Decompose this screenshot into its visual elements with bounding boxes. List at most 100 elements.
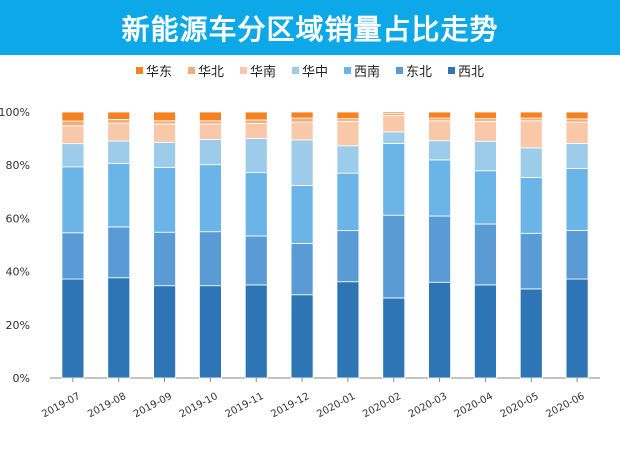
bar-segment-华北 — [244, 119, 268, 124]
bar-segment-西北 — [428, 281, 451, 379]
bar-segment-华中 — [199, 138, 222, 166]
bar-segment-华中 — [336, 145, 360, 174]
bar-segment-西北 — [474, 284, 497, 379]
bar-segment-华南 — [565, 121, 589, 144]
bar-segment-东北 — [61, 232, 85, 280]
bar-segment-东北 — [474, 223, 497, 286]
bar-segment-华南 — [382, 115, 406, 133]
bar-segment-东北 — [382, 214, 406, 299]
bar-segment-东北 — [153, 231, 176, 287]
x-tick-label: 2019-10 — [178, 391, 220, 420]
bar-segment-东北 — [428, 215, 451, 283]
x-tick-label: 2019-11 — [224, 391, 266, 420]
legend-item: 西北 — [448, 61, 484, 80]
legend-swatch — [448, 67, 456, 74]
legend-swatch — [396, 67, 404, 74]
bar-segment-西南 — [199, 164, 222, 233]
bar-segment-华北 — [61, 120, 85, 127]
bar-segment-华东 — [336, 111, 360, 120]
bar-segment-华中 — [244, 138, 268, 174]
bar-segment-东北 — [336, 230, 360, 283]
bar-segment-东北 — [519, 232, 543, 290]
legend-label: 华南 — [249, 65, 276, 80]
bar-segment-西北 — [290, 294, 314, 379]
bar-segment-华南 — [244, 123, 268, 140]
bar-segment-西南 — [382, 142, 406, 216]
y-tick-label: 80% — [6, 159, 30, 172]
bar-segment-华中 — [61, 143, 85, 168]
bar-segment-西南 — [428, 159, 451, 217]
bar-segment-西南 — [61, 166, 85, 234]
bar-segment-西北 — [519, 288, 543, 379]
legend-label: 西北 — [458, 65, 485, 80]
x-tick-label: 2020-02 — [361, 391, 403, 420]
bar-segment-西南 — [336, 172, 360, 232]
x-tick-label: 2020-05 — [499, 391, 541, 420]
x-tick-label: 2020-04 — [453, 391, 495, 420]
bar-segment-东北 — [565, 229, 589, 280]
bar-segment-华东 — [107, 111, 131, 120]
bar-segment-东北 — [244, 235, 268, 286]
bar-segment-西南 — [153, 166, 176, 233]
bar-segment-华东 — [565, 111, 589, 120]
y-tick-label: 0% — [13, 372, 30, 385]
legend-item: 华南 — [239, 61, 276, 80]
bar-segment-西北 — [61, 278, 85, 379]
bar-segment-华北 — [565, 118, 589, 123]
bar-segment-西北 — [565, 278, 589, 379]
bar-segment-华东 — [61, 111, 85, 122]
bar-segment-西南 — [565, 167, 589, 231]
legend-label: 华北 — [197, 65, 224, 80]
bar-segment-华中 — [153, 141, 176, 168]
y-tick-label: 100% — [0, 106, 30, 119]
bar-segment-华东 — [290, 111, 314, 119]
bar-segment-华南 — [199, 123, 222, 140]
bar-segment-华南 — [107, 122, 131, 142]
bar-segment-华中 — [428, 140, 451, 161]
bar-segment-华北 — [153, 120, 176, 125]
chart-title: 新能源车分区域销量占比走势 — [121, 12, 499, 46]
bar-segment-西北 — [107, 277, 131, 379]
bar-segment-华中 — [519, 147, 543, 178]
bar-segment-东北 — [107, 226, 131, 279]
bar-segment-西南 — [290, 185, 314, 244]
legend-label: 华中 — [301, 65, 328, 80]
bar-segment-华南 — [153, 123, 176, 143]
legend-swatch — [187, 67, 195, 74]
legend-swatch — [239, 67, 247, 74]
legend-item: 东北 — [396, 61, 432, 80]
legend-item: 华东 — [135, 61, 172, 80]
y-tick-label: 20% — [6, 319, 30, 332]
bar-segment-西北 — [153, 285, 176, 379]
bar-segment-西南 — [519, 177, 543, 234]
bar-segment-华东 — [428, 111, 451, 119]
bar-segment-华中 — [290, 139, 314, 186]
bar-segment-东北 — [290, 243, 314, 296]
bar-segment-华南 — [61, 125, 85, 145]
legend-label: 东北 — [406, 65, 433, 80]
bar-segment-华东 — [382, 111, 406, 114]
bar-segment-华南 — [519, 120, 543, 149]
bar-segment-华北 — [199, 120, 222, 125]
legend-swatch — [344, 67, 351, 74]
bar-segment-华北 — [290, 117, 314, 123]
legend-label: 华东 — [145, 65, 172, 80]
legend-item: 华北 — [187, 61, 224, 80]
x-tick-label: 2019-08 — [86, 391, 128, 420]
y-tick-label: 60% — [6, 212, 30, 225]
x-tick-label: 2020-03 — [407, 391, 449, 420]
bar-segment-西南 — [474, 170, 497, 225]
legend-label: 西南 — [354, 65, 381, 80]
bar-segment-西北 — [244, 284, 268, 379]
legend-item: 西南 — [344, 61, 380, 80]
bar-segment-华南 — [428, 120, 451, 142]
y-tick-label: 40% — [6, 266, 30, 279]
bar-segment-华东 — [474, 111, 497, 120]
bar-segment-华北 — [107, 119, 131, 124]
x-tick-label: 2019-12 — [269, 391, 311, 420]
bar-segment-西南 — [244, 172, 268, 237]
bar-segment-华南 — [290, 121, 314, 141]
bar-segment-西南 — [107, 162, 131, 228]
bar-segment-华东 — [199, 111, 222, 122]
